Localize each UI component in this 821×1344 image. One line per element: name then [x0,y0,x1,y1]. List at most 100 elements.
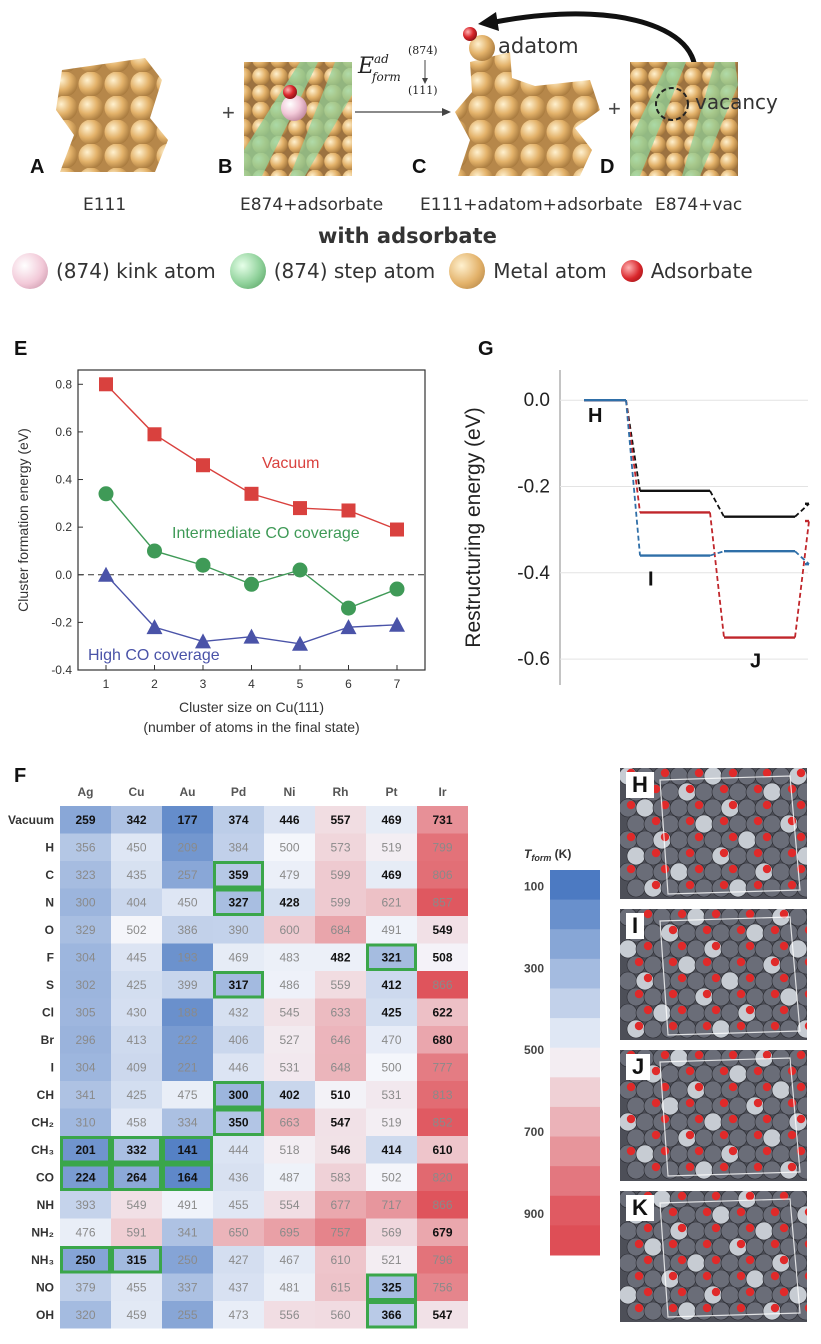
green-box-6 [60,1136,111,1164]
snapshot-o-2-1-9 [787,1066,797,1076]
snapshot-o-2-7-5 [719,1162,729,1172]
cell-14-3 [213,1191,264,1219]
cell-9-4 [264,1053,315,1081]
snapshot-o-0-7-3 [685,880,695,890]
snapshot-atom-1-6-4 [686,1003,706,1023]
snapshot-o-1-3-8 [770,957,780,967]
snapshot-atom-1-6-8 [754,1003,774,1023]
snapshot-atom-0-2-7 [737,798,757,818]
xtick-label-E-2: 3 [200,677,207,691]
snapshot-o-2-5-1 [651,1130,661,1140]
point-E-0-0 [99,377,113,392]
snapshot-atom-2-1-3 [677,1064,697,1084]
snapshot-atom-2-1-2 [660,1064,680,1084]
snapshot-o-0-4-6 [728,832,738,842]
cell-11-4 [264,1108,315,1136]
snapshot-o-3-7-4 [702,1303,712,1313]
cell-value-11-7: 852 [432,1115,452,1129]
cell-value-7-0: 305 [75,1005,95,1019]
colorbar-band-5 [550,1018,600,1049]
colorbar-band-9 [550,1136,600,1167]
snapshot-o-2-6-4 [694,1146,704,1156]
cell-value-13-3: 436 [228,1170,248,1184]
cell-13-2 [162,1163,213,1191]
snapshot-o-2-4-10 [796,1114,806,1124]
snapshot-atom-3-6-7 [737,1285,757,1305]
snapshot-o-2-2-6 [728,1082,738,1092]
cell-value-0-2: 177 [177,813,197,827]
cell-value-8-2: 222 [177,1033,197,1047]
snapshot-atom-1-5-0 [626,987,646,1007]
snapshot-atom-1-5-5 [711,987,731,1007]
cell-value-7-6: 425 [381,1005,401,1019]
point-E-2-2 [195,633,211,649]
cell-value-8-1: 413 [126,1033,146,1047]
snapshot-o-0-6-0 [626,864,636,874]
snapshot-atom-1-4-3 [669,971,689,991]
green-box-9 [60,1163,111,1191]
col-header-Rh: Rh [333,785,349,799]
point-E-0-2 [196,458,210,473]
row-header-6: S [46,978,54,992]
snapshot-atom-3-4-1 [635,1253,655,1273]
snapshot-atom-2-5-7 [745,1128,765,1148]
point-E-2-4 [292,635,308,651]
snapshot-H: H [618,766,816,899]
green-box-7 [111,1136,162,1164]
cell-value-2-1: 435 [126,868,146,882]
connector-G-0-0 [625,400,641,491]
vacancy-circle [655,87,689,121]
cell-7-2 [162,998,213,1026]
snapshot-atom-3-7-1 [643,1301,663,1321]
colorbar-tick-2: 500 [524,1043,544,1057]
cell-6-0 [60,971,111,999]
snapshot-atom-2-1-7 [745,1064,765,1084]
snapshot-o-1-5-4 [702,989,712,999]
cell-11-2 [162,1108,213,1136]
snapshot-atom-3-1-9 [779,1205,799,1225]
cell-value-12-7: 610 [432,1143,452,1157]
cell-0-6 [366,806,417,834]
panel-letter-A: A [30,156,45,178]
cell-value-10-0: 341 [75,1088,95,1102]
cell-value-14-2: 491 [177,1198,197,1212]
snapshot-atom-0-1-3 [677,782,697,802]
col-header-Pt: Pt [386,785,398,799]
snapshot-o-0-4-8 [762,832,772,842]
cell-15-5 [315,1218,366,1246]
snapshot-J: J [618,1048,816,1181]
snapshot-atom-0-0-3 [669,766,689,786]
xtick-label-E-3: 4 [248,677,255,691]
snapshot-atom-3-7-5 [711,1301,731,1321]
snapshot-o-2-1-5 [719,1066,729,1076]
snapshot-atom-1-1-6 [728,923,748,943]
cell-value-5-2: 193 [177,950,197,964]
snapshot-o-0-6-2 [660,864,670,874]
snapshot-atom-3-2-5 [703,1221,723,1241]
cell-18-3 [213,1301,264,1329]
cell-16-6 [366,1246,417,1274]
snapshot-atom-3-1-6 [728,1205,748,1225]
col-header-Pd: Pd [231,785,246,799]
cell-10-1 [111,1081,162,1109]
snapshot-atom-2-5-4 [694,1128,714,1148]
snapshot-o-3-4-5 [711,1255,721,1265]
snapshot-atom-1-5-6 [728,987,748,1007]
cell-value-3-0: 300 [75,895,95,909]
cell-value-4-3: 390 [228,923,248,937]
snapshot-atom-1-2-7 [737,939,757,959]
cell-7-5 [315,998,366,1026]
snapshot-atom-3-4-3 [669,1253,689,1273]
cell-value-7-5: 633 [330,1005,350,1019]
snapshot-atom-3-6-1 [635,1285,655,1305]
snapshot-atom-1-2-9 [771,939,791,959]
snapshot-atom-1-2-3 [669,939,689,959]
colorbar-tick-1: 300 [524,961,544,975]
snapshot-atom-0-4-1 [635,830,655,850]
cell-value-4-0: 329 [75,923,95,937]
cell-value-11-1: 458 [126,1115,146,1129]
snapshot-atom-3-3-3 [677,1237,697,1257]
snapshot-o-0-2-2 [660,800,670,810]
cell-0-4 [264,806,315,834]
point-E-1-0 [98,486,114,502]
